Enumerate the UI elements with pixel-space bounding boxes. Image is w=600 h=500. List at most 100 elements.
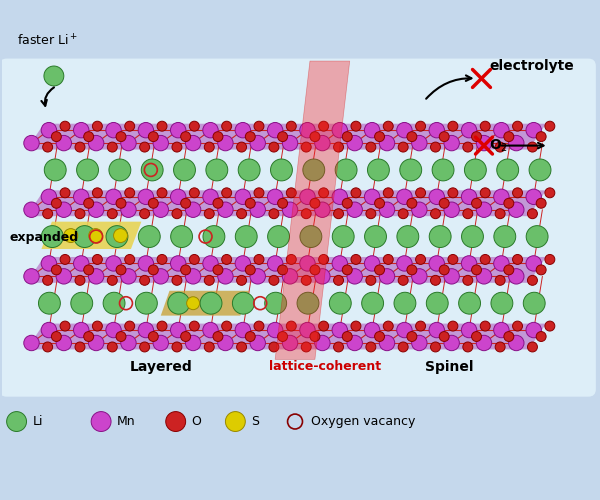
Circle shape: [407, 332, 417, 342]
Circle shape: [204, 342, 214, 352]
Circle shape: [84, 332, 94, 342]
Circle shape: [218, 136, 233, 151]
Circle shape: [398, 142, 408, 152]
Circle shape: [153, 136, 169, 151]
Circle shape: [439, 265, 449, 275]
Circle shape: [24, 268, 39, 284]
Circle shape: [429, 189, 445, 204]
Circle shape: [125, 188, 134, 198]
Circle shape: [140, 142, 149, 152]
Circle shape: [545, 121, 555, 131]
Circle shape: [88, 202, 104, 218]
Circle shape: [509, 202, 524, 218]
Circle shape: [297, 292, 319, 314]
Circle shape: [92, 321, 103, 331]
Circle shape: [476, 268, 491, 284]
Circle shape: [332, 189, 347, 204]
Circle shape: [397, 226, 419, 248]
Circle shape: [351, 188, 361, 198]
Circle shape: [106, 189, 121, 204]
Circle shape: [407, 198, 417, 208]
Circle shape: [41, 256, 56, 271]
Text: Oxygen vacancy: Oxygen vacancy: [311, 415, 415, 428]
Circle shape: [245, 198, 255, 208]
Circle shape: [24, 336, 39, 350]
Circle shape: [52, 132, 61, 141]
Circle shape: [203, 226, 225, 248]
Circle shape: [221, 321, 232, 331]
Polygon shape: [41, 222, 142, 249]
Circle shape: [494, 122, 509, 138]
Circle shape: [43, 208, 53, 218]
Circle shape: [268, 256, 283, 271]
Circle shape: [38, 292, 61, 314]
Circle shape: [268, 322, 283, 338]
Circle shape: [181, 265, 191, 275]
Circle shape: [400, 159, 422, 181]
Circle shape: [236, 342, 247, 352]
Circle shape: [439, 332, 449, 342]
Circle shape: [166, 412, 185, 432]
Circle shape: [43, 142, 53, 152]
Circle shape: [236, 142, 247, 152]
Circle shape: [347, 336, 362, 350]
Circle shape: [347, 136, 362, 151]
Circle shape: [116, 332, 126, 342]
Circle shape: [190, 188, 199, 198]
Circle shape: [300, 122, 315, 138]
Circle shape: [75, 342, 85, 352]
Circle shape: [509, 136, 524, 151]
Text: Layered: Layered: [130, 360, 192, 374]
Circle shape: [301, 142, 311, 152]
Circle shape: [504, 132, 514, 141]
Circle shape: [221, 254, 232, 264]
Circle shape: [75, 276, 85, 285]
Text: electrolyte: electrolyte: [489, 59, 574, 73]
Circle shape: [495, 276, 505, 285]
Circle shape: [44, 66, 64, 86]
Circle shape: [235, 226, 257, 248]
Circle shape: [204, 208, 214, 218]
Circle shape: [367, 159, 389, 181]
Circle shape: [536, 198, 546, 208]
Circle shape: [342, 198, 352, 208]
Circle shape: [113, 228, 127, 242]
Circle shape: [265, 292, 287, 314]
Circle shape: [476, 202, 491, 218]
Circle shape: [238, 159, 260, 181]
Circle shape: [332, 256, 347, 271]
Circle shape: [268, 226, 289, 248]
Circle shape: [268, 122, 283, 138]
Circle shape: [527, 142, 538, 152]
Circle shape: [92, 254, 103, 264]
Circle shape: [41, 226, 63, 248]
Circle shape: [463, 142, 473, 152]
Circle shape: [245, 265, 255, 275]
Circle shape: [463, 276, 473, 285]
Polygon shape: [275, 61, 350, 360]
Circle shape: [283, 202, 298, 218]
Circle shape: [235, 189, 251, 204]
Circle shape: [364, 256, 380, 271]
Circle shape: [364, 189, 380, 204]
Circle shape: [458, 292, 481, 314]
Circle shape: [342, 265, 352, 275]
Circle shape: [545, 321, 555, 331]
Circle shape: [136, 292, 157, 314]
Circle shape: [364, 122, 380, 138]
Polygon shape: [26, 124, 546, 150]
Circle shape: [140, 208, 149, 218]
Circle shape: [374, 332, 385, 342]
Circle shape: [107, 142, 117, 152]
Circle shape: [213, 198, 223, 208]
Circle shape: [319, 321, 329, 331]
Circle shape: [536, 132, 546, 141]
Circle shape: [416, 321, 425, 331]
Circle shape: [92, 188, 103, 198]
Circle shape: [24, 202, 39, 218]
Circle shape: [398, 208, 408, 218]
Circle shape: [444, 202, 460, 218]
Circle shape: [254, 254, 264, 264]
Circle shape: [310, 198, 320, 208]
Circle shape: [268, 189, 283, 204]
